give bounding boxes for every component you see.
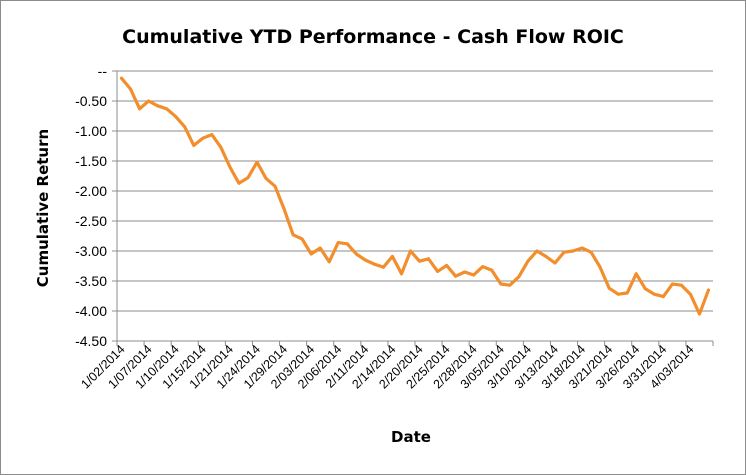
data-point bbox=[427, 257, 430, 261]
data-point bbox=[634, 272, 638, 276]
data-point bbox=[246, 176, 250, 180]
data-point bbox=[481, 265, 485, 268]
data-point bbox=[625, 291, 629, 295]
y-tick-labels: -- -0.50 -1.00 -1.50 -2.00 -2.50 -3.00 -3.50 -4.… bbox=[75, 63, 117, 349]
data-point bbox=[228, 165, 232, 169]
data-point bbox=[219, 145, 223, 149]
data-point bbox=[508, 283, 512, 287]
series-layer bbox=[119, 76, 711, 316]
data-point bbox=[643, 287, 647, 291]
data-point bbox=[707, 288, 710, 292]
data-point bbox=[336, 241, 340, 245]
data-point bbox=[607, 286, 611, 290]
data-point bbox=[598, 265, 602, 269]
x-axis-label: Date bbox=[391, 428, 431, 446]
data-point bbox=[210, 133, 214, 137]
data-point bbox=[201, 136, 205, 140]
y-tick-label: -2.50 bbox=[75, 213, 107, 229]
series-line bbox=[119, 76, 711, 316]
data-point bbox=[490, 268, 494, 272]
data-point bbox=[436, 270, 439, 273]
data-point bbox=[363, 258, 367, 262]
data-point bbox=[580, 246, 584, 250]
data-point bbox=[400, 272, 403, 276]
gridlines bbox=[117, 70, 713, 312]
y-tick-label: -1.00 bbox=[75, 123, 107, 139]
data-point bbox=[499, 282, 503, 286]
data-point bbox=[689, 292, 692, 296]
data-point bbox=[237, 181, 241, 185]
y-tick-label: -3.50 bbox=[75, 273, 107, 289]
data-point bbox=[165, 107, 169, 111]
data-point bbox=[373, 262, 376, 266]
data-point bbox=[652, 292, 656, 296]
data-point bbox=[698, 312, 701, 316]
data-point bbox=[535, 249, 539, 253]
data-point bbox=[589, 250, 593, 254]
y-tick-label: -2.00 bbox=[75, 183, 107, 199]
data-point bbox=[291, 233, 295, 237]
data-point bbox=[661, 295, 665, 298]
y-tick-label: -- bbox=[98, 63, 108, 79]
data-point bbox=[391, 255, 394, 258]
data-point bbox=[147, 99, 151, 103]
data-point bbox=[309, 252, 313, 256]
data-point bbox=[282, 207, 286, 211]
data-point bbox=[138, 107, 142, 111]
y-axis-label: Cumulative Return bbox=[34, 129, 52, 287]
data-point bbox=[517, 275, 521, 279]
data-point bbox=[273, 184, 277, 188]
data-point bbox=[129, 87, 132, 91]
chart-title: Cumulative YTD Performance - Cash Flow R… bbox=[122, 26, 624, 48]
data-point bbox=[571, 249, 575, 253]
data-point bbox=[300, 237, 304, 241]
data-point bbox=[526, 259, 530, 263]
data-point bbox=[680, 283, 683, 287]
y-tick-label: -4.00 bbox=[75, 303, 107, 319]
data-point bbox=[616, 292, 620, 296]
data-point bbox=[264, 177, 268, 180]
data-point bbox=[454, 274, 457, 278]
data-point bbox=[562, 250, 566, 254]
data-point bbox=[382, 265, 385, 269]
data-point bbox=[472, 273, 476, 277]
data-point bbox=[544, 255, 548, 258]
data-point bbox=[418, 259, 421, 263]
y-tick-label: -4.50 bbox=[75, 333, 107, 349]
y-tick-label: -0.50 bbox=[75, 93, 107, 109]
data-point bbox=[345, 242, 349, 246]
data-point bbox=[174, 115, 178, 118]
data-point bbox=[463, 270, 467, 274]
y-tick-label: -3.00 bbox=[75, 243, 107, 259]
data-point bbox=[553, 261, 557, 265]
data-point bbox=[318, 246, 322, 250]
data-point bbox=[192, 144, 196, 147]
data-point bbox=[409, 249, 412, 253]
data-point bbox=[671, 282, 674, 286]
y-tick-label: -1.50 bbox=[75, 153, 107, 169]
x-tick-labels: 1/02/20141/07/20141/10/20141/15/20141/21… bbox=[78, 341, 714, 391]
data-point bbox=[354, 252, 358, 256]
data-point bbox=[120, 76, 123, 80]
data-point bbox=[327, 260, 331, 264]
data-point bbox=[183, 125, 187, 129]
data-point bbox=[445, 264, 448, 267]
data-point bbox=[156, 104, 160, 108]
data-point bbox=[255, 160, 259, 164]
